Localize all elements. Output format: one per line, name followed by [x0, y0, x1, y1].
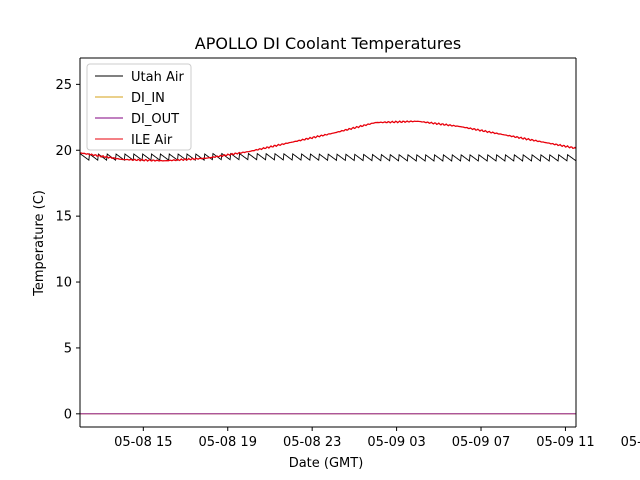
- legend-box: [86, 63, 192, 151]
- axes: [79, 57, 577, 428]
- y-tick-label: 10: [55, 276, 72, 291]
- y-tick-label: 20: [55, 144, 72, 159]
- x-tick-label: 05-09 15: [621, 435, 640, 450]
- series-group: [80, 120, 576, 415]
- x-tick-label: 05-09 07: [452, 435, 510, 450]
- x-tick-label: 05-08 19: [199, 435, 257, 450]
- legend: Utah Air DI_IN DI_OUT ILE Air: [86, 63, 192, 151]
- y-tick-label: 15: [55, 210, 72, 225]
- chart-title: APOLLO DI Coolant Temperatures: [195, 34, 461, 53]
- y-tick-label: 0: [64, 407, 72, 422]
- legend-label: DI_OUT: [131, 112, 179, 127]
- x-tick-label: 05-09 11: [536, 435, 594, 450]
- legend-label: DI_IN: [131, 91, 165, 106]
- legend-label: Utah Air: [131, 70, 184, 85]
- y-axis-label: Temperature (C): [32, 190, 47, 297]
- x-tick-label: 05-09 03: [367, 435, 425, 450]
- x-tick-label: 05-08 15: [114, 435, 172, 450]
- tick-group: 0 5 10 15 20 25 05-08 15 05-08 19 05-08 23 05-09 …: [55, 78, 640, 450]
- y-tick-label: 5: [64, 341, 72, 356]
- x-tick-label: 05-08 23: [283, 435, 341, 450]
- x-axis-label: Date (GMT): [289, 456, 364, 471]
- y-tick-label: 25: [55, 78, 72, 93]
- series-line-utah-air: [80, 152, 576, 162]
- series-line-ile-air: [80, 120, 576, 162]
- legend-label: ILE Air: [131, 133, 173, 148]
